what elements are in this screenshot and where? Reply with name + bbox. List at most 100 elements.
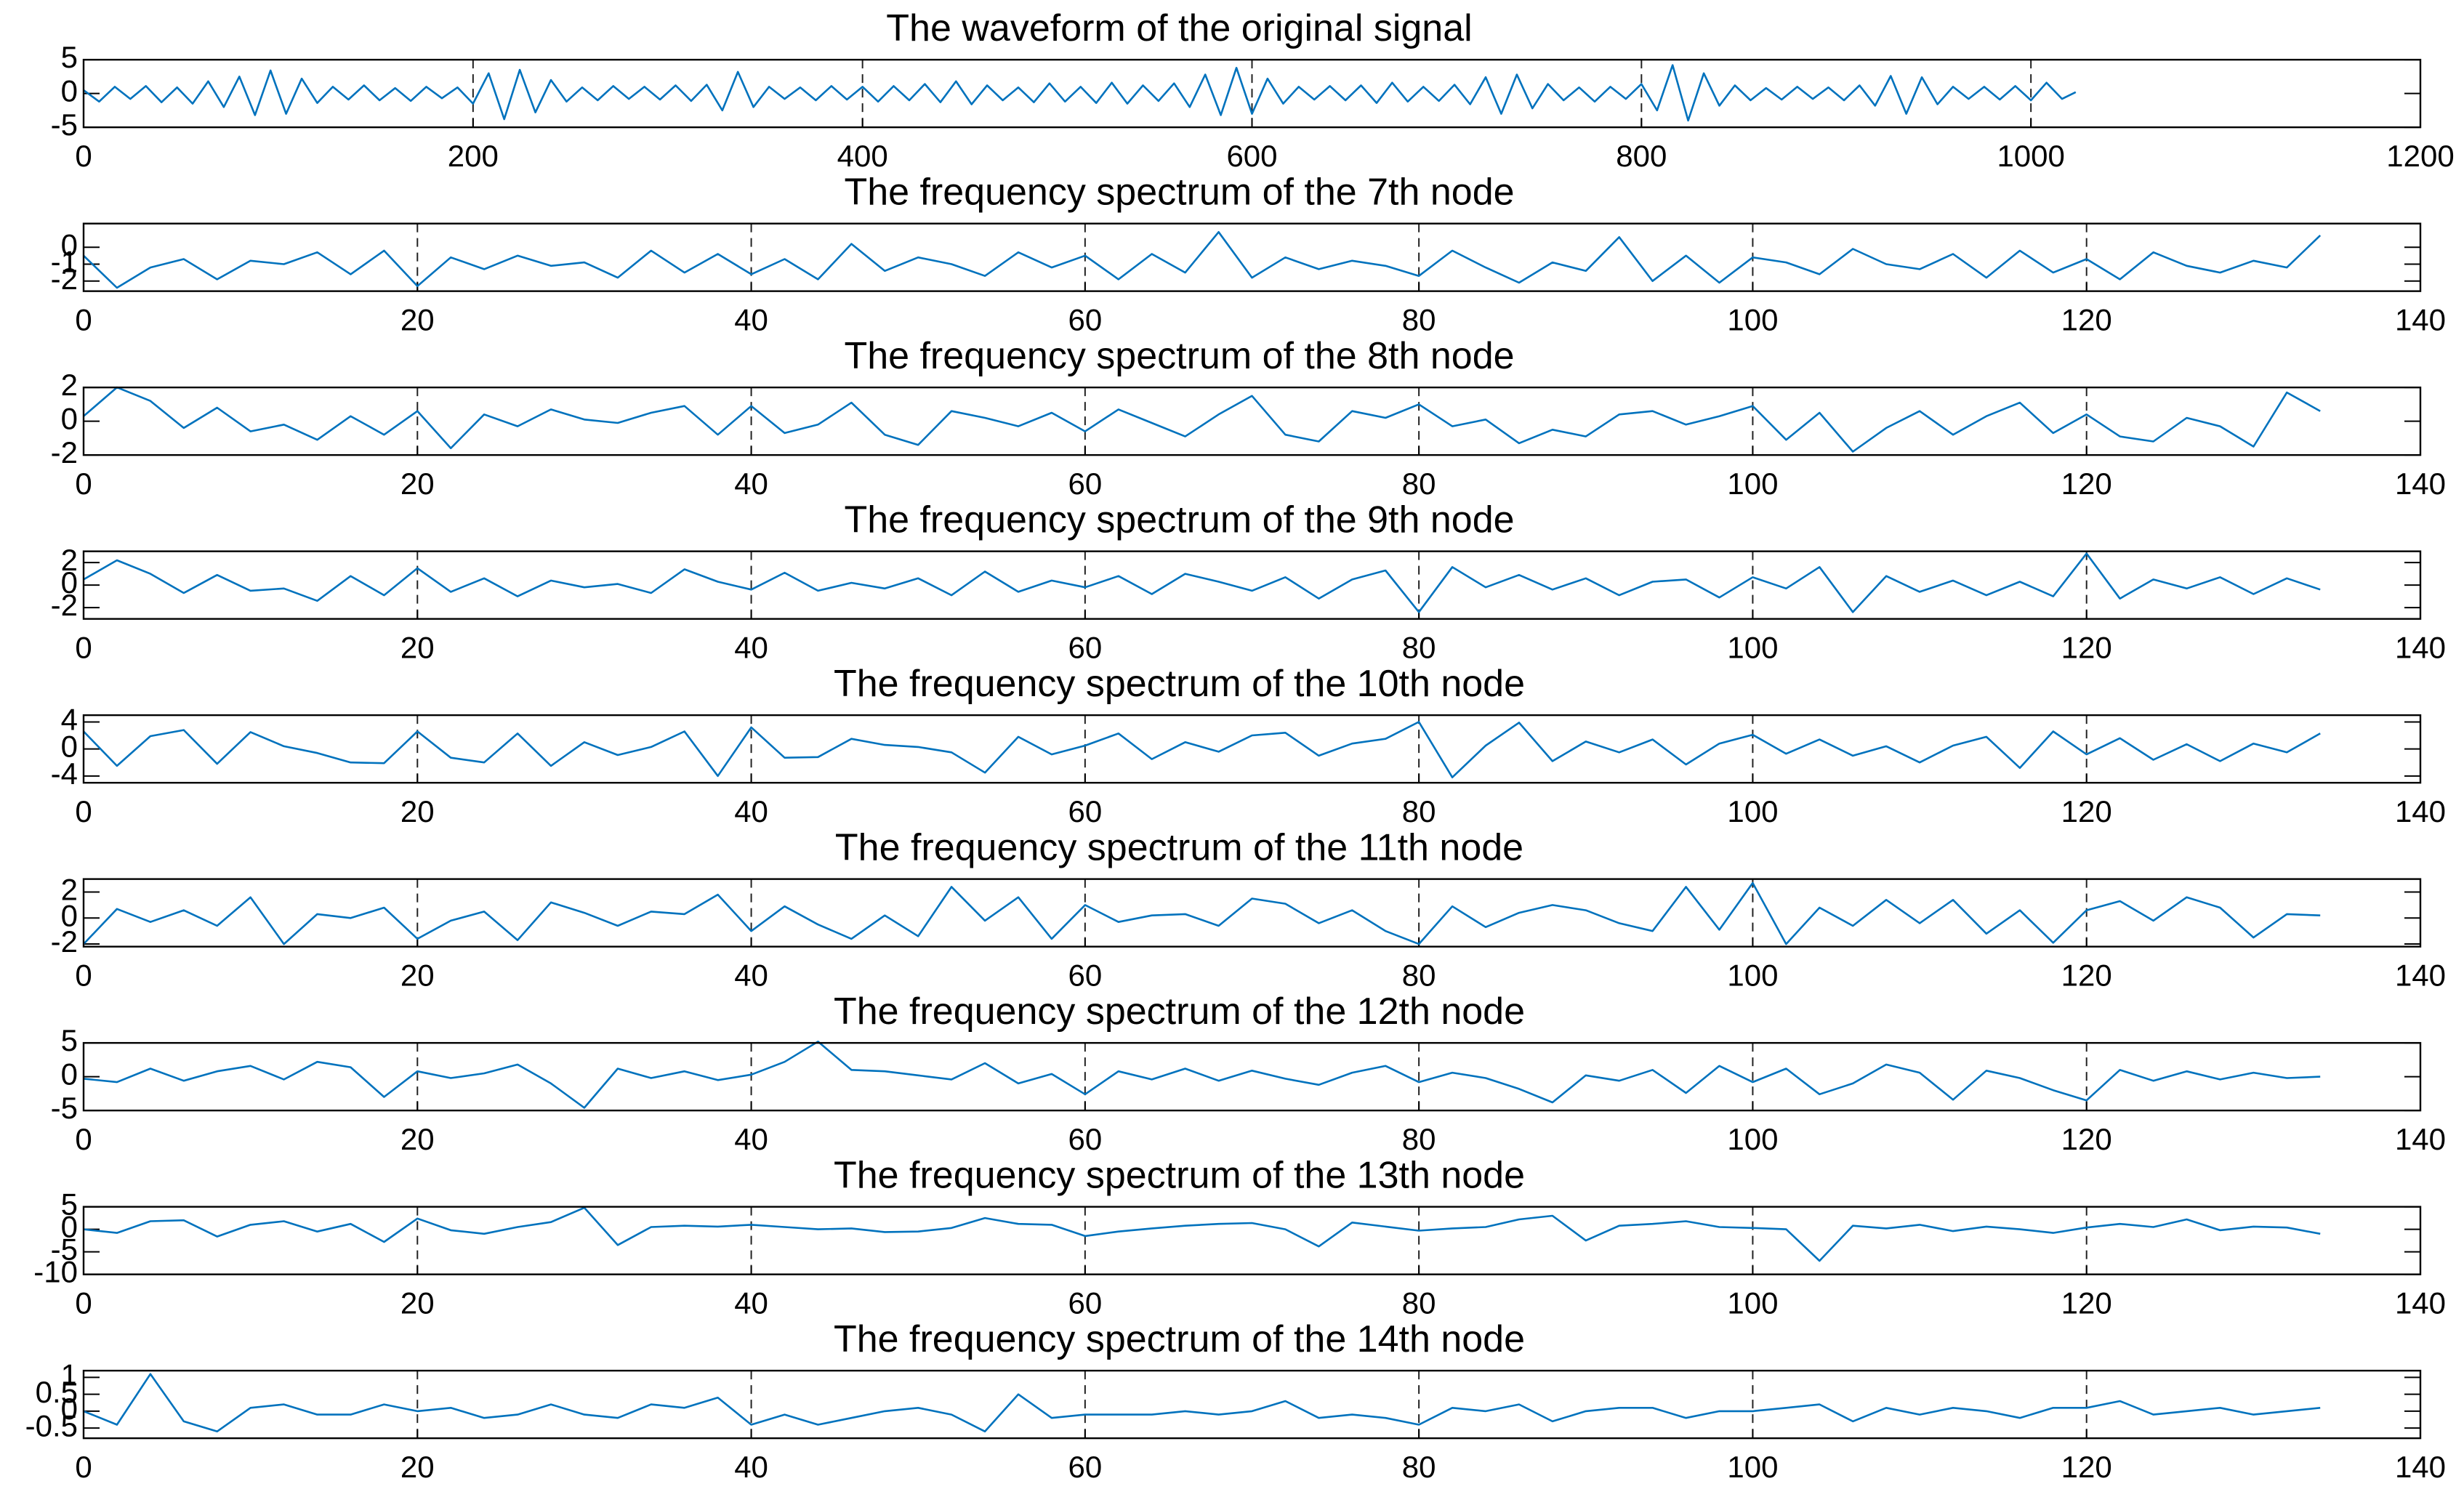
x-tick-label: 100 [1727, 794, 1778, 828]
x-tick-label: 80 [1402, 1122, 1436, 1156]
x-tick-label: 120 [2061, 1450, 2112, 1484]
y-tick-label: 0 [61, 1392, 78, 1426]
axes-frame [82, 1041, 2422, 1112]
axes-frame [82, 386, 2422, 456]
subplot: The frequency spectrum of the 12th node 0… [51, 990, 2446, 1156]
signal-line [83, 1206, 2321, 1262]
x-tick-label: 0 [75, 794, 92, 828]
x-tick-label: 80 [1402, 959, 1436, 993]
subplot-title: The frequency spectrum of the 14th node [834, 1318, 1525, 1360]
axes-box [84, 1371, 2420, 1439]
x-tick-label: 60 [1068, 1122, 1102, 1156]
x-tick-label: 100 [1727, 1286, 1778, 1320]
subplot: The frequency spectrum of the 7th node 0 2… [51, 171, 2446, 336]
axes-box [84, 879, 2420, 947]
x-tick-label: 100 [1727, 1450, 1778, 1484]
y-tick-label: 0 [61, 565, 78, 600]
x-tick-label: 100 [1727, 1122, 1778, 1156]
y-tick-label: -10 [33, 1255, 78, 1289]
y-tick-label: -2 [51, 924, 78, 959]
subplot-title: The frequency spectrum of the 9th node [844, 499, 1514, 541]
subplot-title: The frequency spectrum of the 13th node [834, 1154, 1525, 1196]
axes-box [84, 715, 2420, 783]
x-tick-label: 20 [400, 467, 435, 501]
y-tick-label: -1 [51, 245, 78, 279]
x-tick-label: 0 [75, 139, 92, 173]
axes-frame [82, 1206, 2422, 1275]
x-tick-label: 140 [2395, 1122, 2446, 1156]
x-tick-label: 100 [1727, 959, 1778, 993]
y-tick-label: 2 [61, 543, 78, 577]
subplot: The frequency spectrum of the 13th node 0… [33, 1154, 2446, 1320]
y-tick-label: 2 [61, 368, 78, 402]
x-tick-label: 80 [1402, 1286, 1436, 1320]
axes-box [84, 1206, 2420, 1275]
subplot-title: The frequency spectrum of the 8th node [844, 335, 1514, 377]
axes-frame [82, 550, 2422, 620]
subplot: The frequency spectrum of the 11th node 0… [51, 826, 2446, 992]
y-tick-label: -4 [51, 756, 78, 791]
y-tick-label: 1 [61, 1358, 78, 1392]
subplot-title: The frequency spectrum of the 7th node [844, 171, 1514, 213]
axes-box [84, 387, 2420, 456]
x-tick-label: 40 [734, 959, 768, 993]
x-tick-label: 140 [2395, 467, 2446, 501]
y-tick-label: 0 [61, 227, 78, 262]
y-tick-label: 2 [61, 873, 78, 907]
subplot-title: The waveform of the original signal [886, 7, 1472, 49]
x-tick-label: 80 [1402, 631, 1436, 665]
axes-frame [82, 222, 2422, 292]
subplot-title: The frequency spectrum of the 10th node [834, 663, 1525, 705]
signal-line [83, 1041, 2321, 1109]
x-tick-label: 20 [400, 631, 435, 665]
y-tick-label: 5 [61, 1187, 78, 1222]
y-tick-label: 0 [61, 1210, 78, 1244]
x-tick-label: 140 [2395, 1450, 2446, 1484]
axes-frame [82, 878, 2422, 948]
y-tick-label: 5 [61, 1023, 78, 1057]
x-tick-label: 40 [734, 467, 768, 501]
signal-line [83, 721, 2321, 778]
x-tick-label: 0 [75, 1450, 92, 1484]
x-tick-label: 120 [2061, 631, 2112, 665]
x-tick-label: 60 [1068, 1450, 1102, 1484]
subplot-title: The frequency spectrum of the 12th node [834, 990, 1525, 1033]
axes-frame [82, 714, 2422, 784]
axes-box [84, 223, 2420, 291]
x-tick-label: 120 [2061, 303, 2112, 337]
y-tick-label: 0 [61, 1057, 78, 1092]
subplot-title: The frequency spectrum of the 11th node [835, 826, 1523, 868]
signal-line [83, 552, 2321, 613]
subplot: The frequency spectrum of the 14th node 0… [25, 1318, 2446, 1484]
x-tick-label: 20 [400, 303, 435, 337]
y-tick-label: -5 [51, 1091, 78, 1125]
x-tick-label: 60 [1068, 303, 1102, 337]
x-tick-label: 0 [75, 1122, 92, 1156]
x-tick-label: 0 [75, 959, 92, 993]
x-tick-label: 80 [1402, 303, 1436, 337]
x-tick-label: 80 [1402, 794, 1436, 828]
axes-frame [82, 58, 2422, 129]
x-tick-label: 1000 [1997, 139, 2064, 173]
x-tick-label: 800 [1616, 139, 1667, 173]
y-tick-label: 0 [61, 898, 78, 932]
x-tick-label: 140 [2395, 1286, 2446, 1320]
x-tick-label: 120 [2061, 794, 2112, 828]
x-tick-label: 60 [1068, 959, 1102, 993]
x-tick-label: 140 [2395, 303, 2446, 337]
x-tick-label: 40 [734, 631, 768, 665]
x-tick-label: 20 [400, 1122, 435, 1156]
axes-frame [82, 1369, 2422, 1440]
x-tick-label: 80 [1402, 467, 1436, 501]
x-tick-label: 120 [2061, 1286, 2112, 1320]
x-tick-label: 100 [1727, 467, 1778, 501]
y-tick-label: -2 [51, 588, 78, 622]
y-tick-label: -0.5 [25, 1408, 78, 1442]
y-tick-label: -2 [51, 262, 78, 296]
signal-line [83, 1373, 2321, 1433]
signal-line [83, 881, 2321, 945]
x-tick-label: 140 [2395, 631, 2446, 665]
